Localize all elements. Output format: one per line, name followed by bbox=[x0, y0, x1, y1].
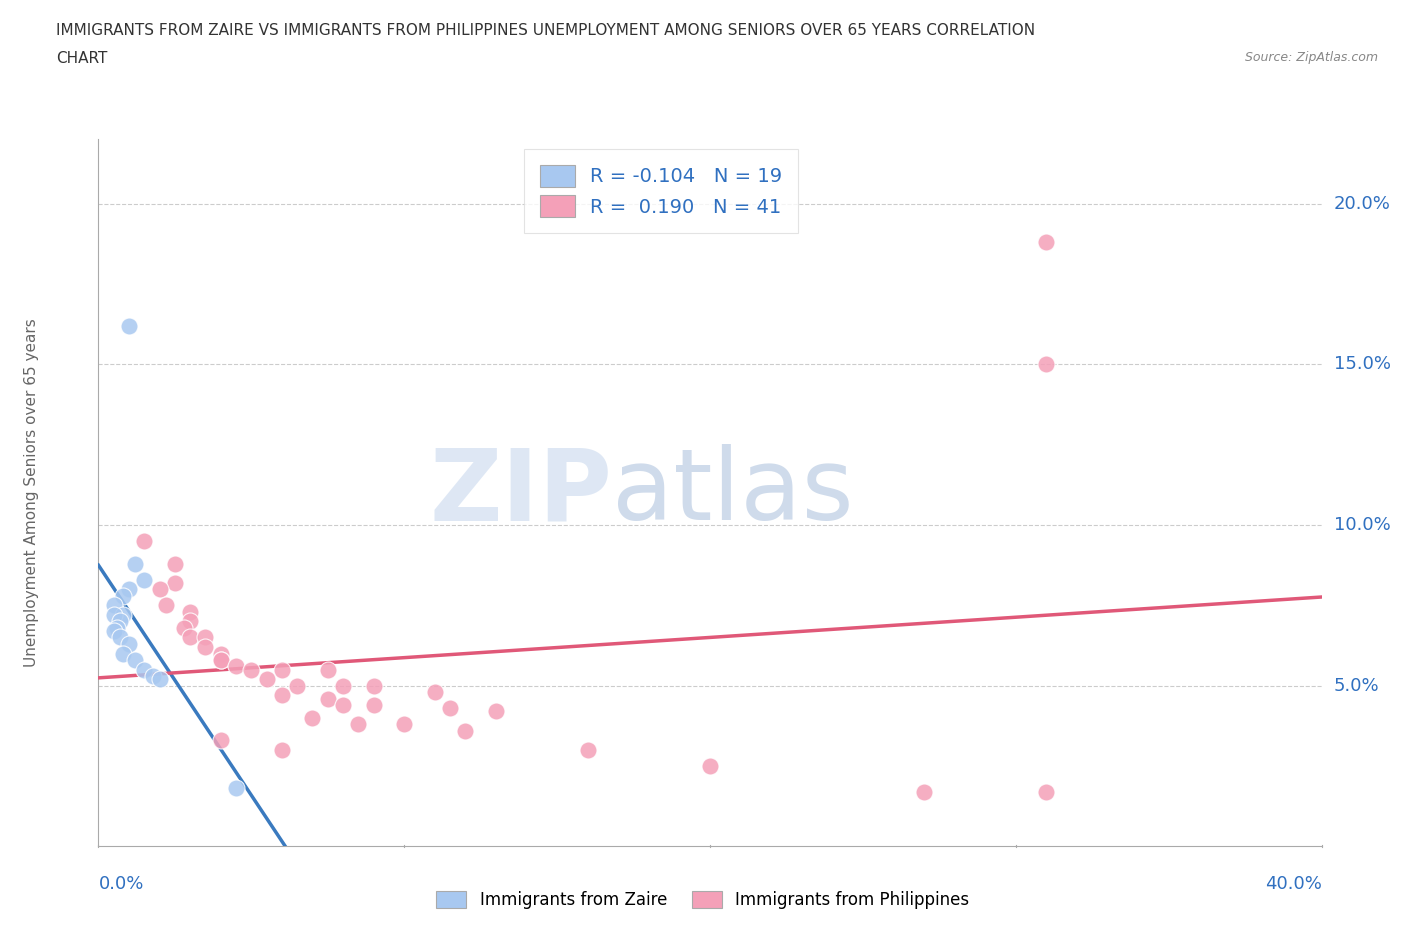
Point bbox=[576, 742, 599, 757]
Point bbox=[225, 659, 247, 674]
Point bbox=[454, 724, 477, 738]
Point bbox=[225, 781, 247, 796]
Point bbox=[105, 620, 128, 635]
Point bbox=[256, 671, 278, 686]
Point bbox=[347, 717, 370, 732]
Point bbox=[163, 576, 186, 591]
Point bbox=[134, 662, 156, 677]
Text: 15.0%: 15.0% bbox=[1334, 355, 1391, 373]
Point bbox=[316, 691, 339, 706]
Text: atlas: atlas bbox=[612, 445, 853, 541]
Point bbox=[363, 678, 385, 693]
Point bbox=[118, 582, 141, 597]
Point bbox=[103, 624, 125, 639]
Point bbox=[118, 636, 141, 651]
Point bbox=[485, 704, 508, 719]
Point bbox=[209, 646, 232, 661]
Point bbox=[149, 582, 172, 597]
Text: CHART: CHART bbox=[56, 51, 108, 66]
Point bbox=[332, 698, 354, 712]
Point bbox=[316, 662, 339, 677]
Point bbox=[332, 678, 354, 693]
Point bbox=[111, 646, 134, 661]
Point bbox=[118, 318, 141, 333]
Point bbox=[179, 604, 201, 619]
Point bbox=[301, 711, 323, 725]
Point bbox=[108, 630, 131, 644]
Point bbox=[240, 662, 263, 677]
Point bbox=[209, 653, 232, 668]
Legend: R = -0.104   N = 19, R =  0.190   N = 41: R = -0.104 N = 19, R = 0.190 N = 41 bbox=[524, 149, 799, 233]
Point bbox=[103, 607, 125, 622]
Text: Source: ZipAtlas.com: Source: ZipAtlas.com bbox=[1244, 51, 1378, 64]
Point bbox=[699, 759, 721, 774]
Point bbox=[103, 598, 125, 613]
Point bbox=[179, 630, 201, 644]
Point bbox=[209, 733, 232, 748]
Point bbox=[363, 698, 385, 712]
Text: Unemployment Among Seniors over 65 years: Unemployment Among Seniors over 65 years bbox=[24, 319, 38, 668]
Point bbox=[912, 784, 935, 799]
Point bbox=[124, 556, 146, 571]
Text: 5.0%: 5.0% bbox=[1334, 677, 1379, 695]
Text: 0.0%: 0.0% bbox=[98, 874, 143, 893]
Point bbox=[439, 700, 461, 715]
Point bbox=[111, 607, 134, 622]
Point bbox=[423, 684, 446, 699]
Point bbox=[270, 688, 292, 703]
Legend: Immigrants from Zaire, Immigrants from Philippines: Immigrants from Zaire, Immigrants from P… bbox=[427, 883, 979, 917]
Point bbox=[134, 534, 156, 549]
Point bbox=[108, 614, 131, 629]
Point bbox=[134, 572, 156, 587]
Point bbox=[1035, 784, 1057, 799]
Text: 40.0%: 40.0% bbox=[1265, 874, 1322, 893]
Point bbox=[155, 598, 177, 613]
Point bbox=[285, 678, 308, 693]
Point bbox=[194, 640, 217, 655]
Point bbox=[392, 717, 416, 732]
Point bbox=[124, 653, 146, 668]
Point bbox=[173, 620, 195, 635]
Point bbox=[1035, 357, 1057, 372]
Text: ZIP: ZIP bbox=[429, 445, 612, 541]
Point bbox=[179, 614, 201, 629]
Point bbox=[270, 662, 292, 677]
Text: 10.0%: 10.0% bbox=[1334, 516, 1391, 534]
Point bbox=[111, 589, 134, 604]
Text: 20.0%: 20.0% bbox=[1334, 194, 1391, 213]
Point bbox=[149, 671, 172, 686]
Point bbox=[1035, 235, 1057, 250]
Point bbox=[270, 742, 292, 757]
Point bbox=[163, 556, 186, 571]
Point bbox=[194, 630, 217, 644]
Point bbox=[209, 653, 232, 668]
Point bbox=[142, 669, 165, 684]
Text: IMMIGRANTS FROM ZAIRE VS IMMIGRANTS FROM PHILIPPINES UNEMPLOYMENT AMONG SENIORS : IMMIGRANTS FROM ZAIRE VS IMMIGRANTS FROM… bbox=[56, 23, 1035, 38]
